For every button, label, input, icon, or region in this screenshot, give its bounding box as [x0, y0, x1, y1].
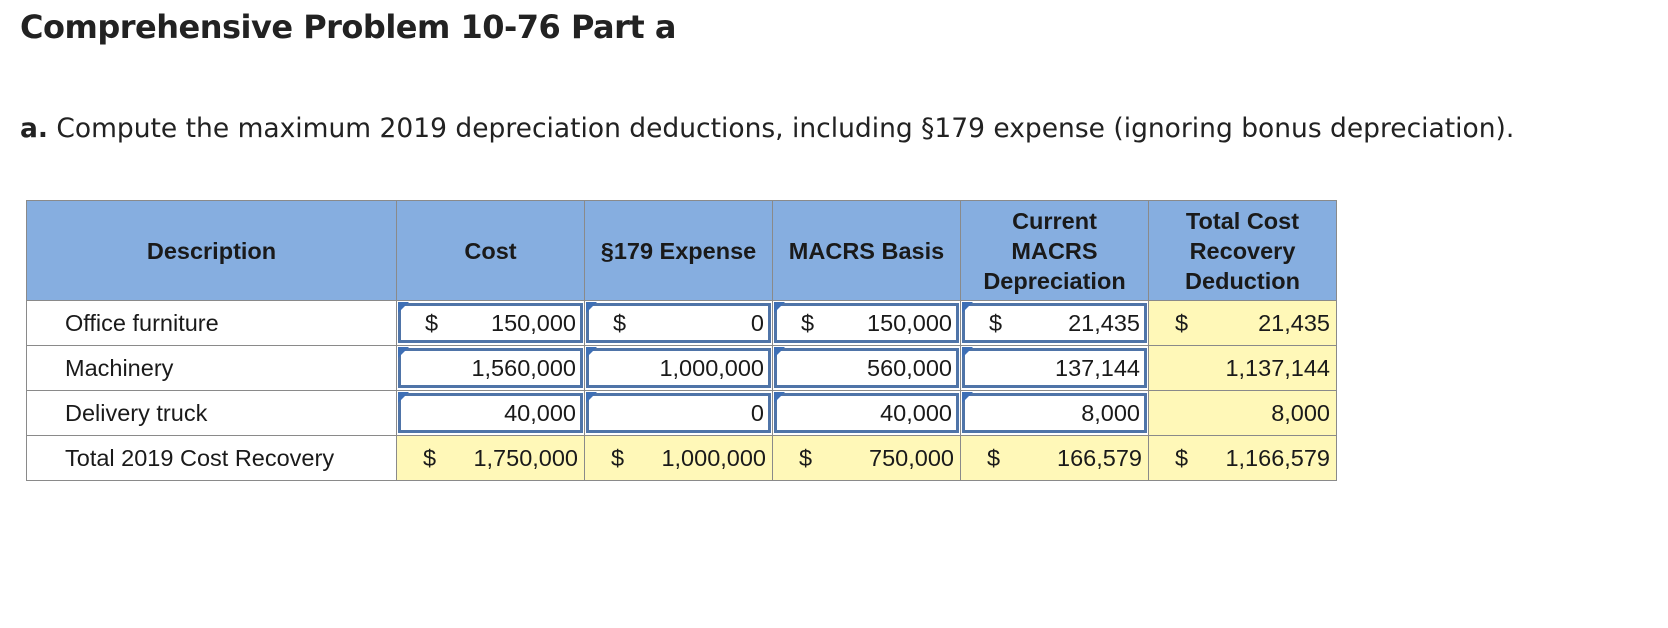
total-s179-value: 1,000,000: [661, 444, 766, 471]
total-cost-recovery-value: 8,000: [1271, 399, 1330, 426]
currency-symbol: $: [423, 444, 437, 471]
s179-input[interactable]: $0: [584, 300, 773, 346]
cost-value: 150,000: [491, 309, 576, 336]
currency-symbol: $: [799, 444, 813, 471]
macrs-basis-input[interactable]: $150,000: [772, 300, 961, 346]
row-description: Total 2019 Cost Recovery: [26, 435, 397, 481]
header-cost: Cost: [396, 200, 585, 301]
page-title: Comprehensive Problem 10-76 Part a: [20, 8, 676, 46]
grand-total-cell: $1,166,579: [1148, 435, 1337, 481]
s179-input[interactable]: 1,000,000: [584, 345, 773, 391]
total-cost-cell: $1,750,000: [396, 435, 585, 481]
total-current-macrs-cell: $166,579: [960, 435, 1149, 481]
header-s179: §179 Expense: [584, 200, 773, 301]
header-description: Description: [26, 200, 397, 301]
depreciation-table: Description Cost §179 Expense MACRS Basi…: [26, 200, 1337, 481]
s179-value: 0: [750, 399, 764, 426]
macrs-basis-value: 560,000: [867, 354, 952, 381]
current-macrs-value: 8,000: [1081, 399, 1140, 426]
cost-value: 1,560,000: [471, 354, 576, 381]
total-macrs-basis-cell: $750,000: [772, 435, 961, 481]
current-macrs-input[interactable]: 137,144: [960, 345, 1149, 391]
currency-symbol: $: [801, 309, 815, 336]
cost-value: 40,000: [504, 399, 576, 426]
currency-symbol: $: [1175, 309, 1189, 336]
currency-symbol: $: [989, 309, 1003, 336]
table-row-total: Total 2019 Cost Recovery $1,750,000 $1,0…: [26, 435, 1337, 481]
cost-input[interactable]: $150,000: [396, 300, 585, 346]
grand-total-value: 1,166,579: [1225, 444, 1330, 471]
table-row-delivery-truck: Delivery truck 40,000 0 40,000 8,000 8,0…: [26, 390, 1337, 436]
currency-symbol: $: [425, 309, 439, 336]
total-cost-recovery-value: 21,435: [1258, 309, 1330, 336]
total-cost-recovery-cell: 1,137,144: [1148, 345, 1337, 391]
header-macrs-basis: MACRS Basis: [772, 200, 961, 301]
question-label: a.: [20, 113, 48, 144]
table-row-office-furniture: Office furniture $150,000 $0 $150,000 $2…: [26, 300, 1337, 346]
cost-input[interactable]: 40,000: [396, 390, 585, 436]
currency-symbol: $: [1175, 444, 1189, 471]
macrs-basis-input[interactable]: 40,000: [772, 390, 961, 436]
header-row: Description Cost §179 Expense MACRS Basi…: [26, 200, 1337, 301]
row-description: Delivery truck: [26, 390, 397, 436]
s179-input[interactable]: 0: [584, 390, 773, 436]
cost-input[interactable]: 1,560,000: [396, 345, 585, 391]
s179-value: 0: [750, 309, 764, 336]
total-current-macrs-value: 166,579: [1057, 444, 1142, 471]
question-text: a. Compute the maximum 2019 depreciation…: [20, 113, 1514, 144]
macrs-basis-value: 150,000: [867, 309, 952, 336]
table-row-machinery: Machinery 1,560,000 1,000,000 560,000 13…: [26, 345, 1337, 391]
question-body: Compute the maximum 2019 depreciation de…: [56, 113, 1515, 144]
current-macrs-value: 21,435: [1068, 309, 1140, 336]
currency-symbol: $: [987, 444, 1001, 471]
header-current-macrs: Current MACRS Depreciation: [960, 200, 1149, 301]
row-description: Machinery: [26, 345, 397, 391]
total-macrs-basis-value: 750,000: [869, 444, 954, 471]
current-macrs-input[interactable]: $21,435: [960, 300, 1149, 346]
macrs-basis-value: 40,000: [880, 399, 952, 426]
row-description: Office furniture: [26, 300, 397, 346]
header-total-cost-recovery: Total Cost Recovery Deduction: [1148, 200, 1337, 301]
macrs-basis-input[interactable]: 560,000: [772, 345, 961, 391]
s179-value: 1,000,000: [659, 354, 764, 381]
currency-symbol: $: [611, 444, 625, 471]
current-macrs-value: 137,144: [1055, 354, 1140, 381]
total-s179-cell: $1,000,000: [584, 435, 773, 481]
total-cost-recovery-value: 1,137,144: [1225, 354, 1330, 381]
total-cost-value: 1,750,000: [473, 444, 578, 471]
total-cost-recovery-cell: $21,435: [1148, 300, 1337, 346]
current-macrs-input[interactable]: 8,000: [960, 390, 1149, 436]
currency-symbol: $: [613, 309, 627, 336]
total-cost-recovery-cell: 8,000: [1148, 390, 1337, 436]
